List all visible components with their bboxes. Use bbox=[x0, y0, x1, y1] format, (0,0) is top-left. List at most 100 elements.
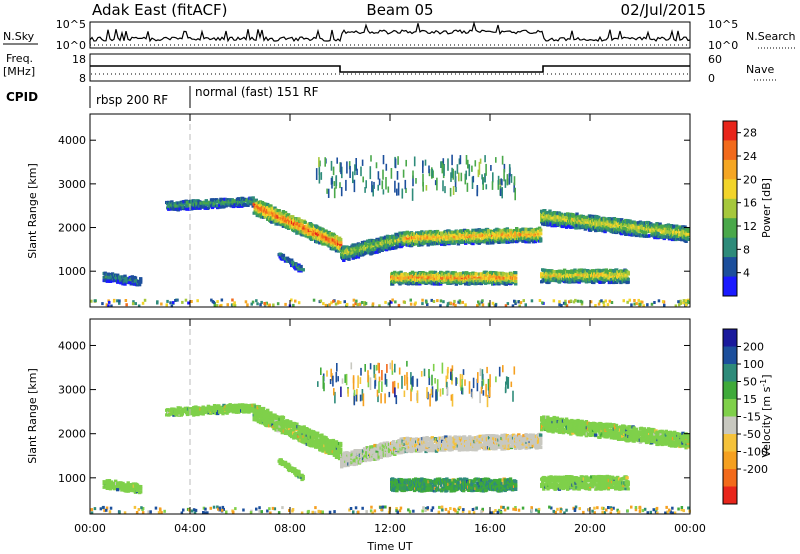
colorbar-segment bbox=[723, 276, 737, 297]
echo-cell bbox=[592, 280, 596, 285]
echo-cell bbox=[273, 211, 277, 216]
noise-cell bbox=[324, 303, 328, 307]
echo-cell bbox=[234, 410, 239, 414]
echo-cell bbox=[464, 282, 468, 286]
sparse-echo-cell bbox=[492, 172, 494, 183]
echo-cell bbox=[366, 243, 370, 247]
echo-cell bbox=[359, 243, 364, 247]
echo-cell bbox=[276, 421, 280, 425]
echo-cell bbox=[466, 229, 470, 233]
echo-cell bbox=[226, 198, 230, 202]
echo-cell bbox=[557, 218, 562, 222]
sparse-echo-cell bbox=[428, 165, 430, 174]
echo-cell bbox=[467, 232, 471, 236]
echo-cell bbox=[456, 242, 461, 246]
echo-cell bbox=[204, 199, 208, 203]
sparse-echo-cell bbox=[404, 179, 407, 190]
sparse-echo-cell bbox=[425, 185, 428, 191]
sparse-echo-cell bbox=[436, 177, 438, 191]
echo-cell bbox=[576, 270, 580, 274]
sparse-echo-cell bbox=[485, 184, 488, 190]
sparse-echo-cell bbox=[349, 165, 351, 179]
echo-cell bbox=[435, 236, 440, 240]
sparse-echo-cell bbox=[485, 163, 487, 176]
echo-cell bbox=[405, 236, 409, 240]
echo-cell bbox=[260, 411, 265, 415]
echo-cell bbox=[577, 268, 581, 272]
echo-cell bbox=[108, 279, 113, 283]
echo-cell bbox=[377, 249, 381, 254]
echo-cell bbox=[544, 269, 548, 274]
sparse-echo-cell bbox=[440, 161, 442, 168]
echo-cell bbox=[294, 223, 298, 227]
noise-cell bbox=[517, 300, 520, 304]
echo-cell bbox=[465, 237, 469, 241]
noise-cell bbox=[674, 304, 678, 308]
echo-cell bbox=[299, 267, 303, 271]
echo-cell bbox=[595, 228, 599, 232]
sparse-echo-cell bbox=[413, 156, 416, 167]
echo-cell bbox=[484, 270, 489, 274]
noise-cell bbox=[487, 303, 491, 307]
echo-cell bbox=[629, 226, 633, 230]
echo-cell bbox=[615, 221, 620, 225]
echo-cell bbox=[614, 272, 618, 276]
noise-cell bbox=[453, 299, 456, 303]
echo-cell bbox=[683, 235, 687, 239]
echo-cell bbox=[257, 209, 262, 213]
echo-cell bbox=[257, 405, 262, 409]
noise-cell bbox=[137, 304, 141, 308]
echo-cell bbox=[539, 239, 543, 243]
echo-cell bbox=[506, 277, 511, 281]
noise-cell bbox=[478, 302, 481, 306]
colorbar-tick-label: 8 bbox=[743, 243, 750, 256]
echo-cell bbox=[353, 252, 357, 256]
noise-cell bbox=[312, 298, 316, 302]
echo-cell bbox=[221, 405, 225, 409]
echo-cell bbox=[571, 213, 575, 217]
echo-cell bbox=[500, 230, 504, 235]
echo-cell bbox=[552, 216, 556, 220]
echo-cell bbox=[607, 217, 611, 221]
echo-cell bbox=[292, 264, 296, 268]
noise-cell bbox=[260, 300, 263, 304]
sparse-echo-cell bbox=[501, 155, 504, 165]
echo-cell bbox=[628, 229, 632, 233]
echo-cell bbox=[673, 224, 677, 228]
echo-cell bbox=[474, 272, 478, 276]
echo-cell bbox=[397, 240, 401, 244]
noise-cell bbox=[569, 299, 573, 303]
echo-cell bbox=[301, 427, 305, 431]
echo-cell bbox=[448, 280, 452, 284]
echo-cell bbox=[514, 271, 518, 275]
sparse-echo-cell bbox=[348, 161, 351, 170]
noise-cell bbox=[481, 303, 485, 307]
echo-cell bbox=[364, 251, 368, 255]
noise-cell bbox=[686, 299, 689, 303]
echo-cell bbox=[578, 270, 582, 274]
echo-cell bbox=[130, 277, 134, 281]
echo-cell bbox=[680, 227, 684, 231]
echo-cell bbox=[618, 221, 623, 225]
noise-cell bbox=[231, 298, 234, 302]
echo-cell bbox=[127, 483, 131, 487]
echo-cell bbox=[262, 205, 267, 209]
echo-cell bbox=[167, 207, 171, 211]
sparse-echo-cell bbox=[456, 164, 459, 174]
noise-cell bbox=[564, 299, 567, 303]
noise-cell bbox=[190, 300, 193, 303]
echo-cell bbox=[675, 224, 679, 228]
colorbar-segment bbox=[723, 218, 737, 239]
echo-cell bbox=[327, 236, 331, 240]
echo-cell bbox=[566, 222, 570, 227]
echo-cell bbox=[532, 237, 537, 241]
echo-cell bbox=[177, 204, 181, 208]
echo-cell bbox=[425, 272, 429, 276]
sparse-echo-cell bbox=[455, 186, 457, 193]
noise-cell bbox=[390, 300, 393, 304]
echo-cell bbox=[606, 278, 611, 282]
sparse-echo-cell bbox=[385, 177, 387, 190]
echo-cell bbox=[587, 277, 592, 282]
echo-cell bbox=[474, 236, 478, 240]
noise-cell bbox=[110, 304, 113, 308]
